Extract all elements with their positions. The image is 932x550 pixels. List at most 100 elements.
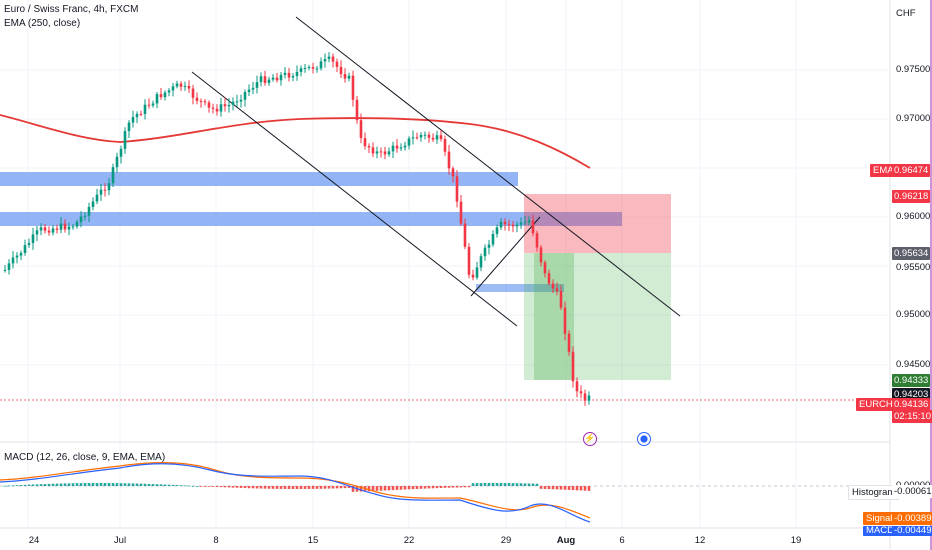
histogram-bar bbox=[251, 486, 255, 489]
histogram-bar bbox=[499, 483, 503, 486]
candle-body bbox=[571, 351, 575, 382]
histogram-bar bbox=[543, 486, 547, 489]
histogram-bar bbox=[507, 483, 511, 486]
candle-body bbox=[411, 137, 415, 139]
histogram-bar bbox=[483, 483, 487, 486]
candle-body bbox=[403, 145, 407, 148]
lightning-icon[interactable]: ⚡ bbox=[583, 432, 597, 446]
time-tick: 8 bbox=[213, 535, 219, 546]
time-tick: Aug bbox=[556, 535, 576, 546]
ema-legend[interactable]: EMA (250, close) bbox=[4, 18, 81, 29]
candle-body bbox=[287, 72, 291, 78]
macd-tag-label: MACD bbox=[863, 526, 897, 536]
candle-body bbox=[23, 245, 27, 253]
symbol-title[interactable]: Euro / Swiss Franc, 4h, FXCM bbox=[4, 4, 139, 15]
macd-legend[interactable]: MACD (12, 26, close, 9, EMA, EMA) bbox=[4, 452, 166, 463]
candle-body bbox=[447, 151, 451, 169]
histogram-bar bbox=[271, 486, 275, 489]
candle-body bbox=[359, 120, 363, 139]
candle-body bbox=[459, 201, 463, 224]
candle-body bbox=[79, 216, 83, 223]
histogram-bar bbox=[239, 486, 243, 488]
candle-body bbox=[227, 104, 231, 107]
candle-body bbox=[291, 76, 295, 78]
candle-body bbox=[407, 138, 411, 146]
histogram-bar bbox=[31, 484, 35, 486]
time-tick: 12 bbox=[694, 535, 706, 546]
histogram-bar bbox=[379, 486, 383, 491]
ema-tag: 0.96474 bbox=[892, 164, 931, 177]
histogram-bar bbox=[35, 484, 39, 486]
histogram-bar bbox=[231, 486, 235, 488]
candle-body bbox=[251, 87, 255, 90]
candle-body bbox=[207, 102, 211, 108]
histogram-bar bbox=[67, 483, 71, 486]
histogram-bar bbox=[287, 486, 291, 489]
candle-body bbox=[371, 147, 375, 154]
histogram-bar bbox=[555, 486, 559, 490]
histogram-bar bbox=[447, 486, 451, 488]
histogram-bar bbox=[391, 486, 395, 491]
candle-body bbox=[187, 86, 191, 89]
histogram-bar bbox=[139, 483, 143, 486]
histogram-bar bbox=[175, 485, 179, 486]
histogram-bar bbox=[107, 483, 111, 486]
histogram-bar bbox=[199, 486, 203, 487]
candle-body bbox=[319, 61, 323, 69]
histogram-bar bbox=[387, 486, 391, 491]
histogram-bar bbox=[127, 483, 131, 486]
histogram-bar bbox=[279, 486, 283, 489]
histogram-bar bbox=[579, 486, 583, 491]
candle-body bbox=[7, 263, 11, 270]
histogram-bar bbox=[323, 486, 327, 489]
candle-body bbox=[483, 247, 487, 257]
candle-body bbox=[387, 151, 391, 155]
candle-body bbox=[67, 226, 71, 230]
candle-body bbox=[127, 122, 131, 132]
candle-body bbox=[367, 146, 371, 148]
histogram-bar bbox=[407, 486, 411, 490]
candle-body bbox=[299, 68, 303, 72]
candle-body bbox=[47, 230, 51, 233]
histogram-bar bbox=[255, 486, 259, 489]
price-tick: 0.97500 bbox=[896, 64, 931, 75]
histogram-bar bbox=[295, 486, 299, 489]
candle-body bbox=[87, 206, 91, 216]
histogram-bar bbox=[531, 483, 535, 486]
histogram-bar bbox=[303, 486, 307, 489]
candle-body bbox=[295, 71, 299, 77]
time-tick: 15 bbox=[307, 535, 319, 546]
histogram-bar bbox=[575, 486, 579, 491]
histogram-bar bbox=[467, 486, 471, 488]
histogram-bar bbox=[315, 486, 319, 489]
candle-body bbox=[347, 75, 351, 79]
histogram-bar bbox=[311, 486, 315, 489]
candle-body bbox=[323, 59, 327, 62]
candle-body bbox=[35, 230, 39, 235]
candle-body bbox=[39, 227, 43, 231]
histogram-bar bbox=[115, 483, 119, 486]
candle-body bbox=[339, 66, 343, 75]
histogram-bar bbox=[135, 483, 139, 486]
price-tick: 0.97000 bbox=[896, 113, 931, 124]
candle-body bbox=[63, 223, 67, 230]
candle-body bbox=[247, 89, 251, 93]
candle-body bbox=[511, 224, 515, 227]
histogram-bar bbox=[339, 486, 343, 489]
candle-body bbox=[379, 151, 383, 153]
time-tick: 29 bbox=[500, 535, 512, 546]
histogram-bar bbox=[111, 483, 115, 486]
candle-body bbox=[143, 104, 147, 115]
histogram-bar bbox=[535, 483, 539, 486]
candle-body bbox=[575, 381, 579, 392]
event-dot-icon[interactable] bbox=[637, 432, 651, 446]
ema-tag-label: EMA bbox=[870, 164, 897, 177]
histogram-bar bbox=[223, 486, 227, 488]
resistance-zone-upper bbox=[0, 172, 518, 186]
histogram-bar bbox=[263, 486, 267, 489]
histogram-bar bbox=[511, 483, 515, 486]
candle-body bbox=[219, 104, 223, 112]
trend-line bbox=[470, 216, 541, 297]
last-price-tag: 0.94136 bbox=[892, 398, 931, 411]
